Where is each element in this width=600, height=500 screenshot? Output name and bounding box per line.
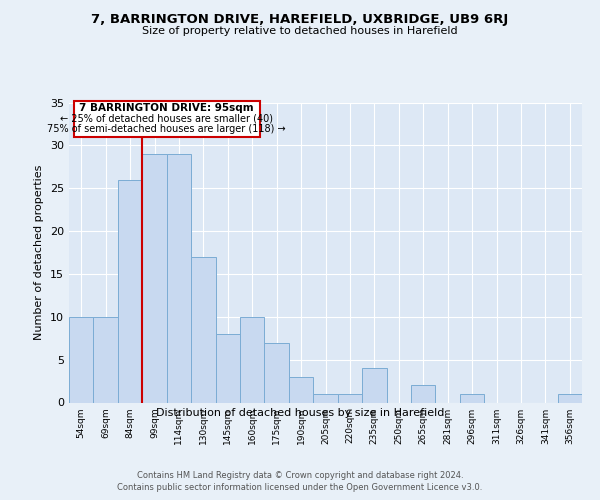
Bar <box>313 394 338 402</box>
Bar <box>69 317 94 402</box>
Bar <box>94 317 118 402</box>
Bar <box>191 257 215 402</box>
Text: 7 BARRINGTON DRIVE: 95sqm: 7 BARRINGTON DRIVE: 95sqm <box>79 102 254 113</box>
Bar <box>118 180 142 402</box>
Bar <box>289 377 313 402</box>
Bar <box>142 154 167 402</box>
Y-axis label: Number of detached properties: Number of detached properties <box>34 165 44 340</box>
Bar <box>557 394 582 402</box>
Bar <box>215 334 240 402</box>
Text: 7, BARRINGTON DRIVE, HAREFIELD, UXBRIDGE, UB9 6RJ: 7, BARRINGTON DRIVE, HAREFIELD, UXBRIDGE… <box>91 12 509 26</box>
Text: ← 25% of detached houses are smaller (40): ← 25% of detached houses are smaller (40… <box>60 114 273 124</box>
Text: Contains HM Land Registry data © Crown copyright and database right 2024.: Contains HM Land Registry data © Crown c… <box>137 471 463 480</box>
Text: Contains public sector information licensed under the Open Government Licence v3: Contains public sector information licen… <box>118 483 482 492</box>
FancyBboxPatch shape <box>74 101 260 137</box>
Text: Distribution of detached houses by size in Harefield: Distribution of detached houses by size … <box>156 408 444 418</box>
Text: 75% of semi-detached houses are larger (118) →: 75% of semi-detached houses are larger (… <box>47 124 286 134</box>
Bar <box>460 394 484 402</box>
Bar <box>338 394 362 402</box>
Bar <box>411 386 436 402</box>
Bar <box>240 317 265 402</box>
Text: Size of property relative to detached houses in Harefield: Size of property relative to detached ho… <box>142 26 458 36</box>
Bar <box>265 342 289 402</box>
Bar <box>167 154 191 402</box>
Bar <box>362 368 386 402</box>
